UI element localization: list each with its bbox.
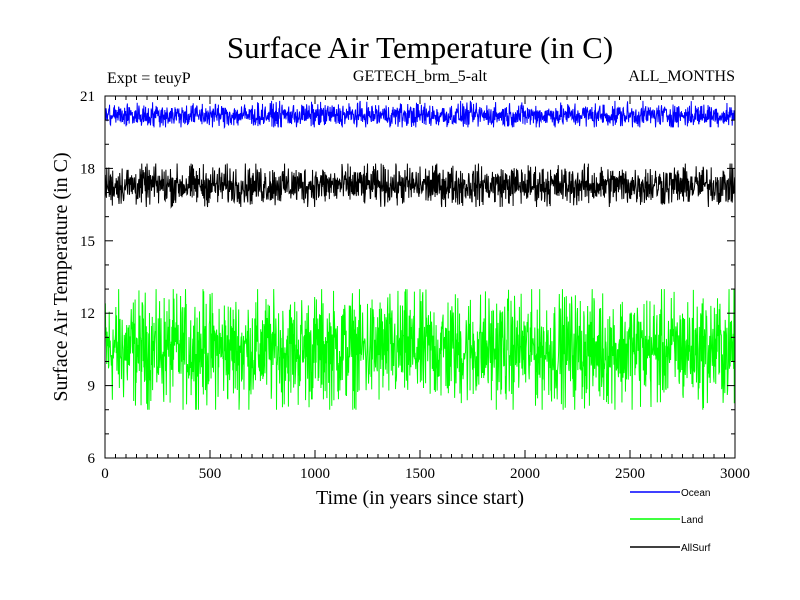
x-tick-label: 3000 bbox=[720, 466, 750, 482]
x-tick-label: 2000 bbox=[510, 466, 540, 482]
y-axis-label: Surface Air Temperature (in C) bbox=[50, 152, 72, 401]
legend: Ocean Land AllSurf bbox=[630, 488, 711, 554]
legend-label: Ocean bbox=[681, 488, 710, 499]
x-tick-label: 500 bbox=[199, 466, 222, 482]
legend-label: Land bbox=[681, 515, 703, 526]
x-tick-label: 0 bbox=[101, 466, 109, 482]
x-axis-label: Time (in years since start) bbox=[316, 487, 524, 509]
legend-item-land: Land bbox=[630, 515, 703, 526]
series-line-land bbox=[104, 289, 736, 410]
series-line-allsurf bbox=[104, 163, 736, 209]
chart-title: Surface Air Temperature (in C) bbox=[227, 30, 613, 65]
annotation-months: ALL_MONTHS bbox=[628, 68, 735, 85]
ticks-layer: 0 500 1000 1500 2000 2500 3000 6 9 12 15 18 21 bbox=[80, 89, 750, 482]
plot-frame bbox=[104, 95, 736, 459]
legend-item-ocean: Ocean bbox=[630, 488, 710, 499]
legend-label: AllSurf bbox=[681, 543, 711, 554]
y-tick-label: 12 bbox=[80, 306, 95, 322]
series-line-ocean bbox=[104, 100, 736, 129]
annotation-experiment: Expt = teuyP bbox=[107, 70, 191, 87]
x-tick-label: 2500 bbox=[615, 466, 645, 482]
y-tick-label: 6 bbox=[88, 451, 96, 467]
series-layer bbox=[104, 100, 736, 410]
y-tick-label: 9 bbox=[88, 379, 96, 395]
y-tick-label: 21 bbox=[80, 89, 95, 105]
x-tick-label: 1000 bbox=[300, 466, 330, 482]
legend-item-allsurf: AllSurf bbox=[630, 543, 711, 554]
y-tick-label: 15 bbox=[80, 234, 95, 250]
x-tick-label: 1500 bbox=[405, 466, 435, 482]
annotation-config: GETECH_brm_5-alt bbox=[353, 68, 488, 85]
y-tick-label: 18 bbox=[80, 161, 95, 177]
